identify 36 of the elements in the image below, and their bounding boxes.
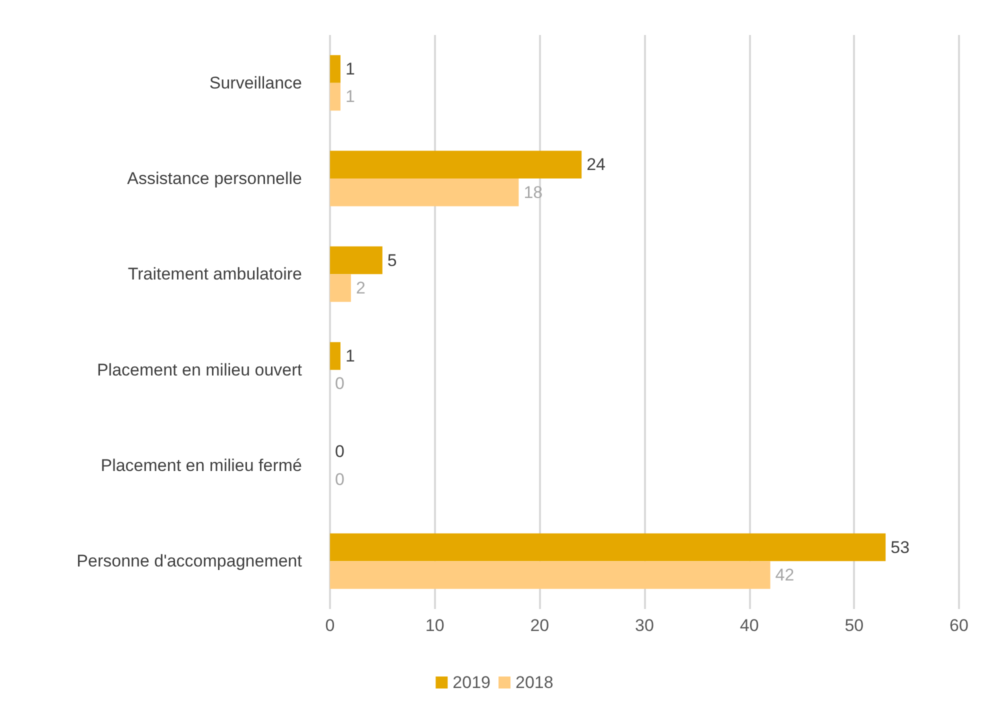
legend-label: 2019: [452, 673, 491, 692]
x-tick-label: 0: [325, 616, 335, 635]
data-label: 0: [335, 374, 344, 394]
legend-label: 2018: [516, 673, 554, 692]
y-tick-label: Assistance personnelle: [127, 169, 302, 188]
bar: [330, 150, 582, 178]
y-tick-label: Traitement ambulatoire: [128, 264, 302, 284]
y-tick-label: Placement en milieu fermé: [100, 456, 302, 475]
y-tick-label: Placement en milieu ouvert: [96, 360, 302, 380]
data-label: 18: [524, 182, 543, 202]
bar: [330, 82, 340, 111]
x-tick-label: 40: [740, 616, 759, 635]
data-label: 2: [356, 278, 366, 298]
x-tick-label: 30: [635, 616, 654, 635]
data-label: 53: [890, 538, 910, 557]
x-tick-label: 60: [950, 616, 968, 635]
data-label: 42: [775, 566, 794, 585]
bar: [330, 246, 382, 274]
data-label: 5: [387, 250, 397, 270]
y-tick-label: Personne d'accompagnement: [76, 552, 302, 571]
x-tick-label: 10: [425, 616, 444, 635]
data-label: 1: [345, 346, 355, 366]
x-tick-label: 50: [844, 616, 864, 635]
bar: [330, 55, 340, 83]
data-label: 0: [335, 442, 344, 462]
data-label: 0: [335, 470, 344, 489]
x-tick-label: 20: [530, 616, 550, 635]
bar: [330, 274, 351, 302]
data-label: 1: [345, 87, 355, 106]
bar: [330, 342, 340, 370]
bar: [330, 178, 519, 206]
y-tick-label: Surveillance: [209, 73, 302, 92]
bar: [330, 561, 770, 589]
bar: [330, 533, 886, 562]
data-label: 24: [586, 155, 606, 174]
data-label: 1: [345, 59, 355, 78]
